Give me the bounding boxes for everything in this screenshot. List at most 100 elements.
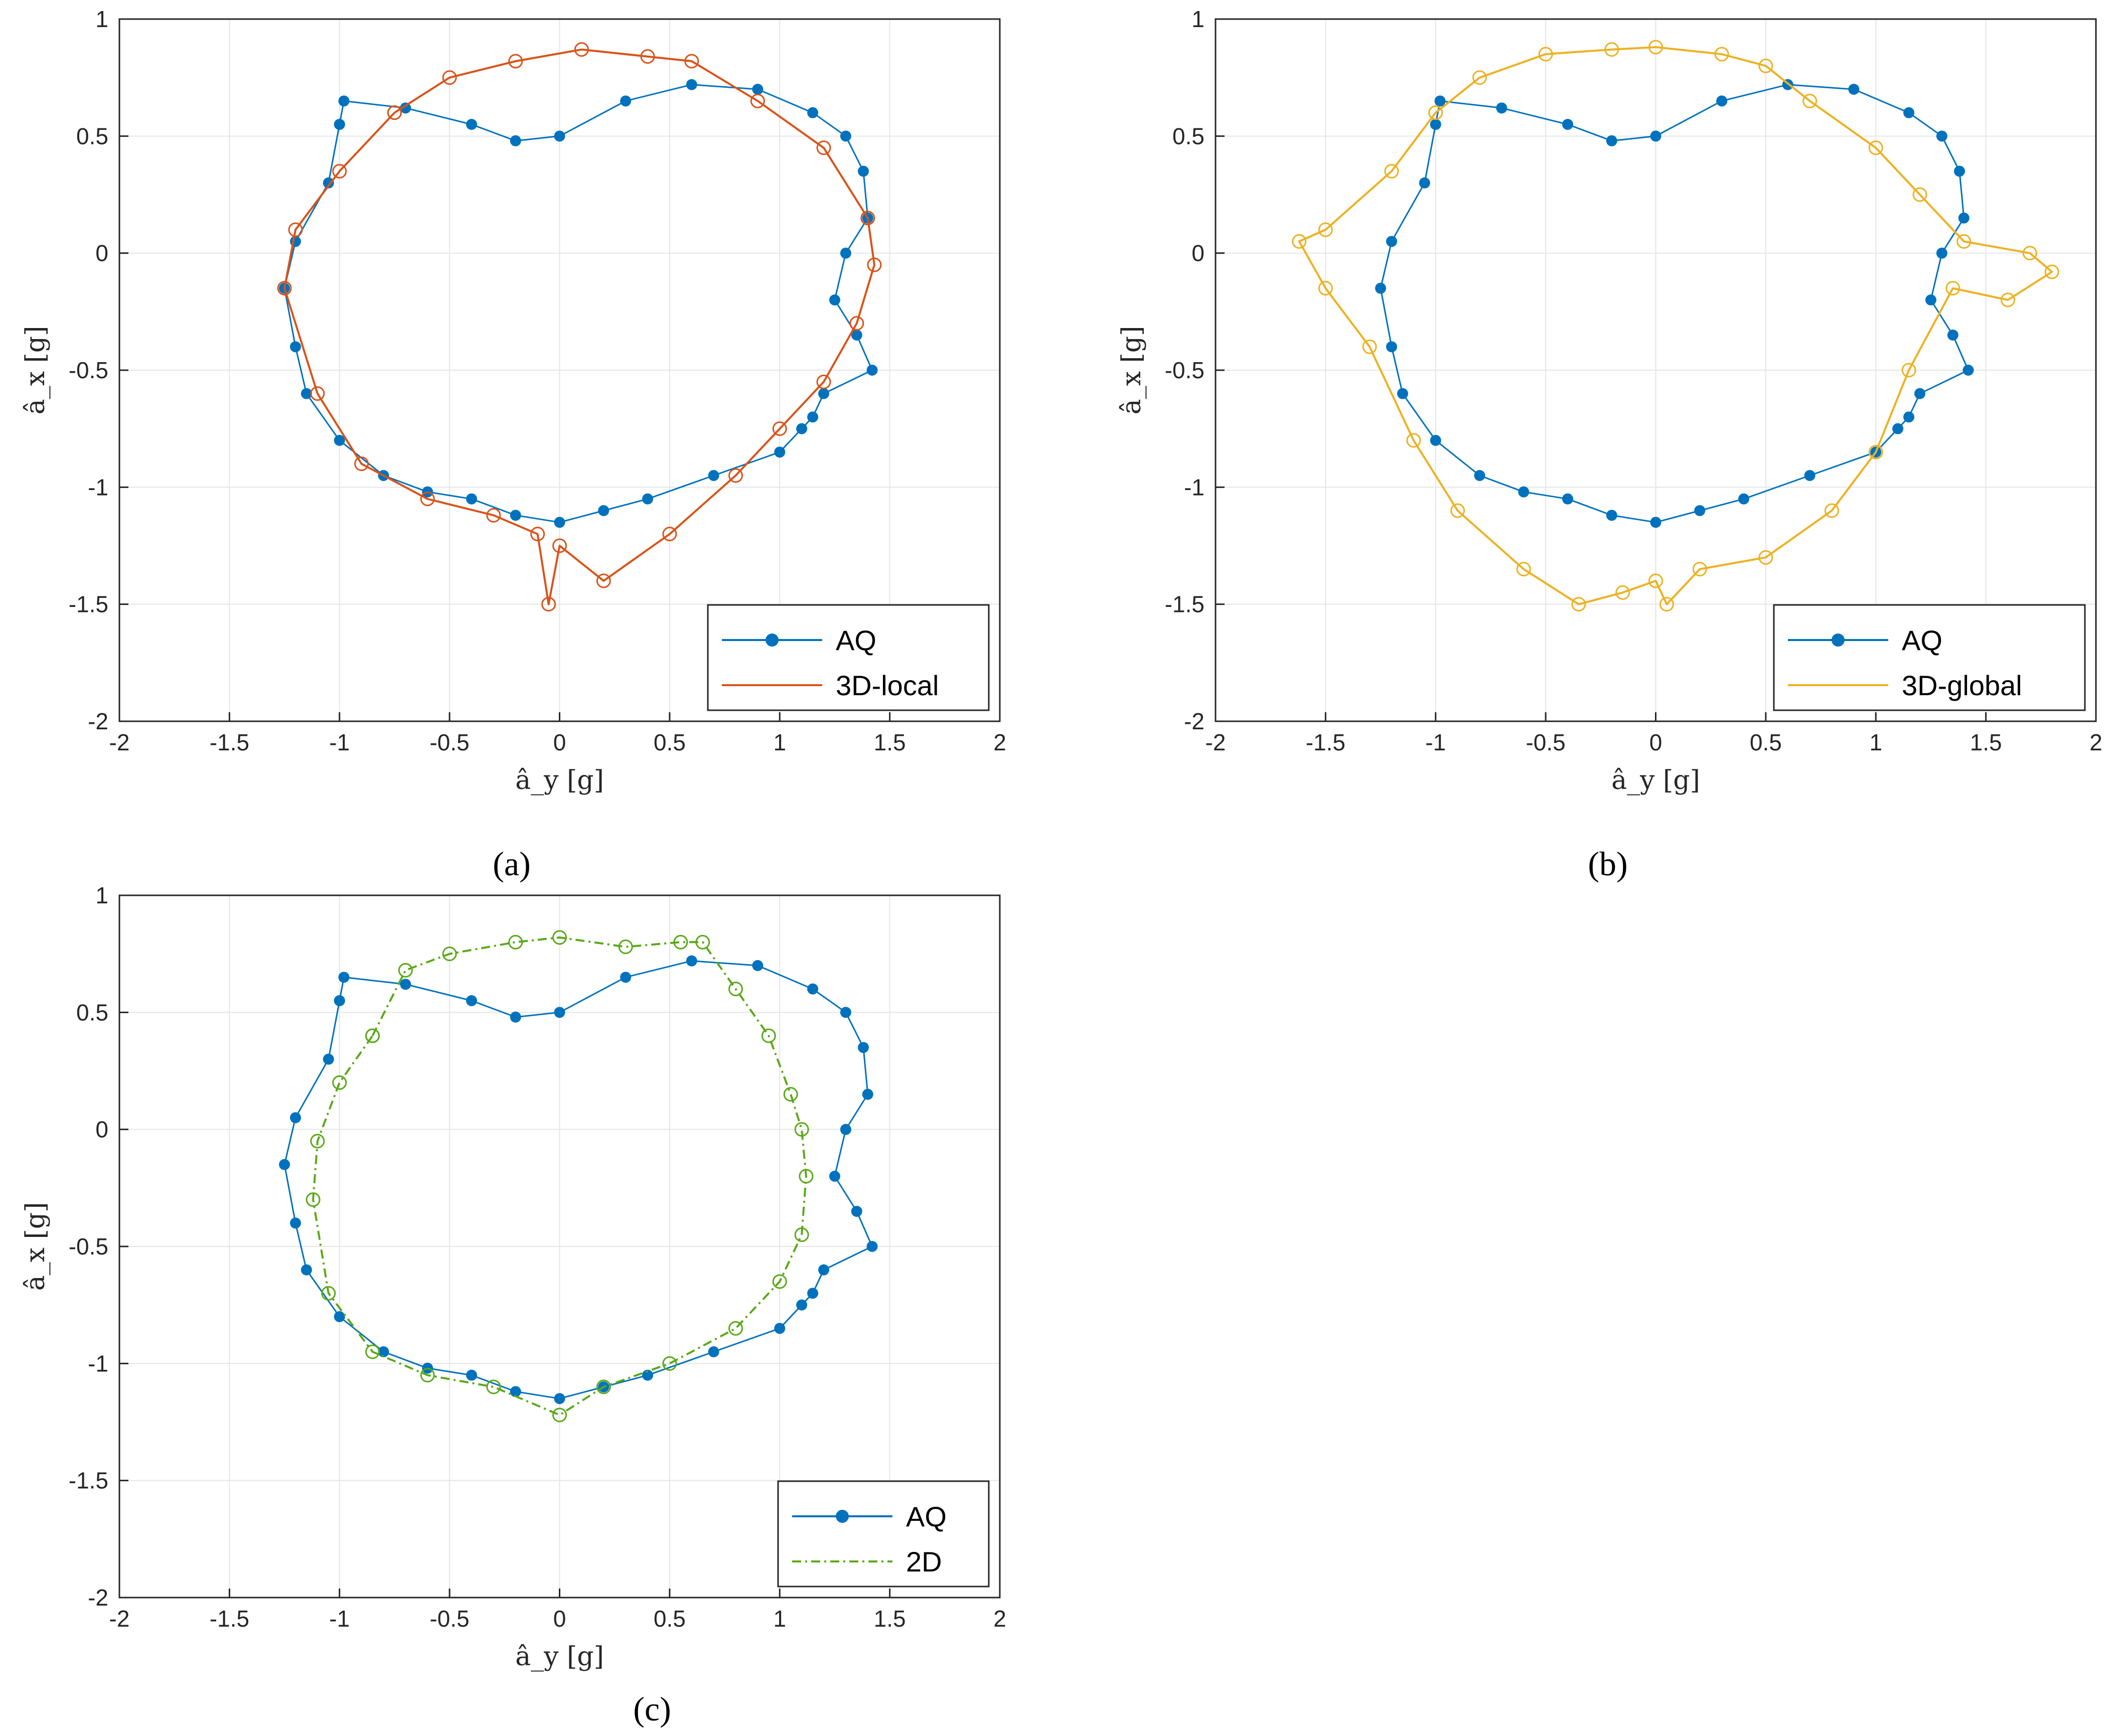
panel-c-series-2d-point <box>398 963 413 978</box>
panel-a-series-3d-local-point <box>530 527 545 542</box>
panel-c-x-tick-label: -1.5 <box>210 1606 249 1632</box>
panel-a-series-aq-point <box>338 95 350 107</box>
panel-b-series-aq-point <box>1848 84 1860 95</box>
panel-c-x-tick-label: -0.5 <box>429 1606 469 1632</box>
panel-c-series-aq-point <box>510 1011 521 1023</box>
panel-a-x-tick-label: 1 <box>773 729 786 755</box>
panel-a-x-tick-label: 2 <box>993 729 1006 755</box>
panel-a-series-3d-local-point <box>860 211 875 226</box>
panel-b-series-3d-global-point <box>2022 246 2037 261</box>
panel-a-legend-box <box>707 604 990 711</box>
panel-c-series-aq-point <box>708 1346 719 1357</box>
panel-a-series-aq-point <box>466 493 477 505</box>
panel-b-series-3d-global-point <box>1406 433 1421 448</box>
panel-b-y-tick-label: -1.5 <box>1165 591 1204 617</box>
panel-b-legend-box <box>1773 604 2086 711</box>
panel-b-series-aq-point <box>1562 119 1573 130</box>
panel-b-series-aq-point <box>1650 517 1661 528</box>
panel-c-legend-box <box>777 1480 990 1588</box>
panel-c-series-2d-point <box>365 1344 380 1359</box>
panel-c-series-aq-point <box>818 1264 829 1276</box>
panel-c-x-tick-label: 1 <box>773 1606 786 1632</box>
panel-b-series-3d-global-point <box>1384 164 1399 179</box>
panel-a-legend: AQ 3D-local <box>707 604 990 711</box>
panel-c-series-2d-point <box>794 1122 809 1137</box>
panel-a-series-3d-local-point <box>387 105 402 120</box>
panel-b-caption: (b) <box>1588 845 1627 883</box>
panel-c-legend-aq-label: AQ <box>906 1501 947 1532</box>
panel-b-series-aq-point <box>1386 236 1397 247</box>
panel-c-series-aq-point <box>752 960 764 971</box>
panel-a-x-axis-label: â_y [g] <box>515 765 604 796</box>
panel-b-y-tick-label: -1 <box>1184 474 1204 500</box>
panel-b-y-tick-label: 0 <box>1191 240 1204 266</box>
panel-b-series-3d-global-point <box>1648 40 1663 55</box>
panel-b-plot-area <box>1292 40 2059 612</box>
panel-a-series-3d-local-point <box>750 93 765 108</box>
panel-b-series-aq-point <box>1953 166 1965 177</box>
panel-c-y-tick-label: 0 <box>95 1117 108 1143</box>
panel-c-series-aq-point <box>866 1241 878 1252</box>
panel-b-series-aq-point <box>1903 411 1915 423</box>
panel-c-series-aq-point <box>851 1206 862 1217</box>
panel-b-series-3d-global-line <box>1298 46 2053 605</box>
panel-a-series-3d-local-point <box>684 54 699 69</box>
panel-a-series-3d-local-point <box>867 257 882 272</box>
panel-a-series-aq-point <box>323 177 334 189</box>
panel-a-series-3d-local-point <box>596 573 611 588</box>
panel-a: -2 -1.5 -1 -0.5 0 0.5 1 1.5 2 -2 -1.5 -1 -0.5 0 0.5 1 â… <box>21 6 1006 883</box>
panel-c-series-2d-point <box>772 1274 787 1289</box>
panel-c-series-2d-point <box>761 1028 776 1043</box>
panel-c-series-aq-point <box>554 1007 565 1018</box>
panel-c-series-2d-point <box>552 930 567 945</box>
panel-c-series-2d-point <box>420 1368 435 1383</box>
panel-a-series-aq-point <box>300 388 312 399</box>
panel-c-x-tick-label: -2 <box>109 1606 130 1632</box>
panel-a-y-tick-label: -0.5 <box>69 357 108 383</box>
panel-a-series-aq-point <box>708 470 719 481</box>
panel-a-series-aq-point <box>598 505 610 516</box>
panel-a-x-tick-label: 0.5 <box>654 729 686 755</box>
panel-a-series-aq-point <box>642 493 653 505</box>
panel-c-series-aq-point <box>862 1088 873 1100</box>
panel-b-x-tick-label: 1.5 <box>1970 729 2002 755</box>
panel-c-series-2d-point <box>365 1028 380 1043</box>
panel-c: -2 -1.5 -1 -0.5 0 0.5 1 1.5 2 -2 -1.5 -1 -0.5 0 0.5 1 â… <box>21 882 1006 1728</box>
panel-b-y-tick-label: 1 <box>1191 6 1204 32</box>
panel-b-series-aq-point <box>1925 294 1936 305</box>
panel-c-series-aq-point <box>829 1171 840 1182</box>
panel-b-series-3d-global-point <box>1571 597 1586 612</box>
panel-b-series-aq-point <box>1606 510 1617 521</box>
panel-c-series-aq-point <box>279 1159 290 1170</box>
panel-b-series-3d-global-point <box>1825 503 1839 518</box>
panel-c-series-2d-point <box>662 1356 677 1371</box>
panel-b-series-3d-global-point <box>2044 264 2059 279</box>
panel-a-series-3d-local-point <box>574 42 589 57</box>
panel-b-series-3d-global-point <box>1868 444 1883 459</box>
panel-b-series-aq-point <box>1434 95 1446 107</box>
panel-b-legend-aq-label: AQ <box>1902 624 1942 656</box>
panel-b-y-tick-label: 0.5 <box>1172 123 1204 149</box>
panel-b-y-tick-label: -2 <box>1184 708 1204 734</box>
panel-c-series-aq-point <box>807 983 819 995</box>
panel-b-series-3d-global-point <box>1604 42 1619 57</box>
panel-c-series-aq-point <box>796 1299 808 1311</box>
panel-a-series-3d-local-point <box>849 316 864 331</box>
panel-b-series-aq-point <box>1397 388 1408 399</box>
panel-c-series-2d-point <box>306 1192 321 1207</box>
panel-c-series-2d-point <box>728 982 743 997</box>
panel-b-series-aq-point <box>1518 486 1530 498</box>
panel-a-x-tick-label: -1 <box>329 729 350 755</box>
panel-a-series-aq-point <box>400 102 411 114</box>
panel-b-series-group <box>1292 40 2059 612</box>
panel-a-y-tick-label: 0.5 <box>76 123 108 149</box>
panel-c-series-2d-point <box>673 934 688 950</box>
panel-a-series-3d-local-point <box>486 508 501 523</box>
panel-b-legend-aq-marker <box>1832 634 1845 647</box>
panel-b-series-3d-global-point <box>1912 187 1927 202</box>
panel-b-y-axis-label: â_x [g] <box>1117 326 1147 415</box>
panel-c-series-aq-point <box>290 1217 301 1229</box>
panel-b-series-aq-point <box>1958 212 1970 224</box>
panel-b-series-3d-global-point <box>1692 562 1707 577</box>
